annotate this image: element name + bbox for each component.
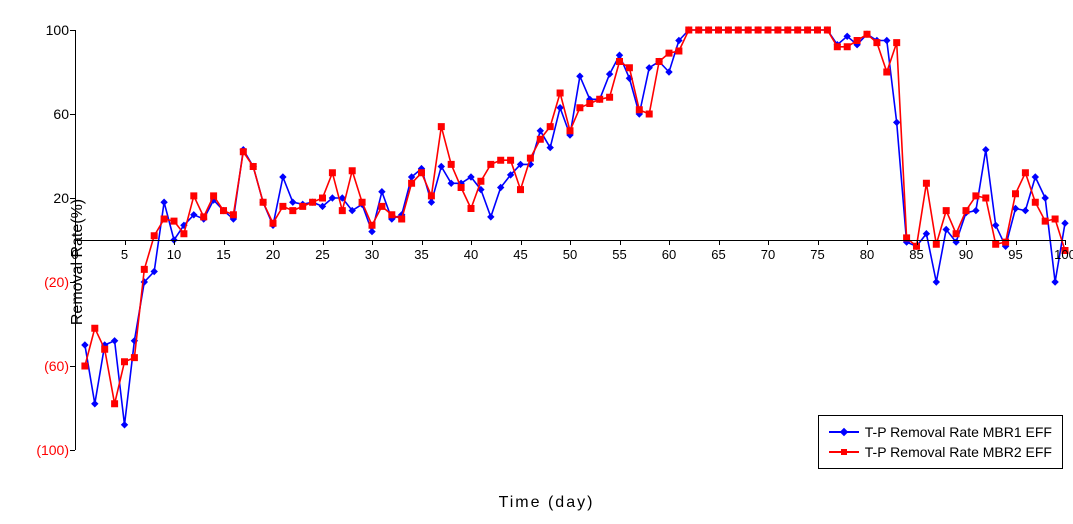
plot-area: (100)(60)(20)206010005101520253035404550… [75, 30, 1065, 450]
legend-swatch-mbr1 [829, 425, 859, 439]
x-tick-label: 20 [266, 247, 280, 262]
y-tick-label: (100) [36, 442, 69, 458]
x-tick-label: 75 [810, 247, 824, 262]
x-tick-label: 15 [216, 247, 230, 262]
removal-rate-chart: Removal Rate(%) Time (day) (100)(60)(20)… [10, 10, 1073, 514]
x-axis-label: Time (day) [499, 494, 595, 512]
legend-item-mbr2: T-P Removal Rate MBR2 EFF [829, 442, 1052, 462]
x-tick-label: 65 [711, 247, 725, 262]
legend-label-mbr2: T-P Removal Rate MBR2 EFF [865, 444, 1052, 460]
x-tick-label: 25 [315, 247, 329, 262]
x-tick-label: 95 [1008, 247, 1022, 262]
x-tick-label: 50 [563, 247, 577, 262]
x-tick-label: 100 [1054, 247, 1073, 262]
legend-marker-2 [841, 449, 847, 455]
x-tick-label: 80 [860, 247, 874, 262]
legend-swatch-mbr2 [829, 445, 859, 459]
x-tick-label: 45 [513, 247, 527, 262]
x-tick-label: 85 [909, 247, 923, 262]
y-tick-label: (60) [44, 358, 69, 374]
legend: T-P Removal Rate MBR1 EFF T-P Removal Ra… [818, 415, 1063, 469]
x-tick-label: 5 [121, 247, 128, 262]
legend-label-mbr1: T-P Removal Rate MBR1 EFF [865, 424, 1052, 440]
legend-item-mbr1: T-P Removal Rate MBR1 EFF [829, 422, 1052, 442]
x-tick-label: 55 [612, 247, 626, 262]
x-tick-label: 70 [761, 247, 775, 262]
x-tick-label: 10 [167, 247, 181, 262]
x-tick-label: 30 [365, 247, 379, 262]
legend-marker-1 [840, 428, 848, 436]
y-tick-label: 20 [53, 190, 69, 206]
x-tick-label: 90 [959, 247, 973, 262]
x-tick-label: 60 [662, 247, 676, 262]
y-tick-label: (20) [44, 274, 69, 290]
x-tick-label: 40 [464, 247, 478, 262]
x-tick-label: 35 [414, 247, 428, 262]
x-tick-label: 0 [71, 247, 78, 262]
y-tick-label: 100 [46, 22, 69, 38]
y-tick-label: 60 [53, 106, 69, 122]
